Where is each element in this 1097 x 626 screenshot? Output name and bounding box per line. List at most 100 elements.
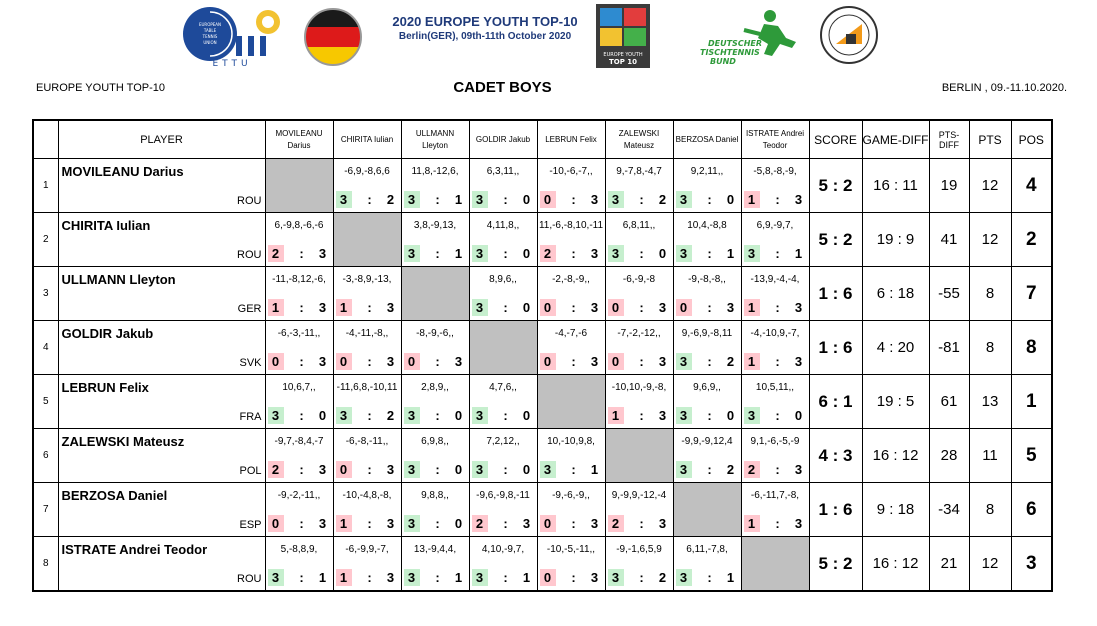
match-cell: 2,8,9,, 3 : 0 <box>400 374 470 429</box>
games-lost: 3 <box>794 300 803 315</box>
set-scores: -6,9,-8,6,6 <box>344 166 390 177</box>
games-won: 3 <box>267 569 284 586</box>
set-scores: -4,-7,-6 <box>554 328 588 339</box>
score-cell: 1 : 6 <box>808 266 863 321</box>
match-score: 3 : 0 <box>403 407 467 424</box>
match-cell: 6,11,-7,8, 3 : 1 <box>672 536 742 592</box>
pts-cell: 13 <box>968 374 1012 429</box>
match-cell: -6,-9,-8 0 : 3 <box>604 266 674 321</box>
games-lost: 3 <box>794 516 803 531</box>
score-separator: : <box>707 354 712 369</box>
score-separator: : <box>639 570 644 585</box>
games-lost: 0 <box>522 192 531 207</box>
score-separator: : <box>775 192 780 207</box>
games-lost: 3 <box>658 516 667 531</box>
games-won: 3 <box>471 569 488 586</box>
match-score: 3 : 2 <box>675 461 739 478</box>
match-cell: 10,-10,9,8, 3 : 1 <box>536 428 606 483</box>
player-cell: ZALEWSKI Mateusz POL <box>57 428 266 483</box>
row-number: 1 <box>32 158 59 213</box>
match-score: 0 : 3 <box>539 569 603 586</box>
event-header: 2020 EUROPE YOUTH TOP-10 Berlin(GER), 09… <box>380 14 590 42</box>
set-scores: -9,-1,6,5,9 <box>616 544 662 555</box>
games-lost: 3 <box>386 354 395 369</box>
player-cell: MOVILEANU Darius ROU <box>57 158 266 213</box>
games-won: 0 <box>335 461 352 478</box>
games-lost: 3 <box>386 570 395 585</box>
set-scores: -10,-4,8,-8, <box>342 490 392 501</box>
ettu-line-2: TABLE <box>203 28 217 33</box>
match-score: 0 : 3 <box>335 353 399 370</box>
player-cell: ULLMANN Lleyton GER <box>57 266 266 321</box>
match-cell: -4,-11,-8,, 0 : 3 <box>332 320 402 375</box>
results-table: PLAYER MOVILEANU Darius CHIRITA Iulian UL… <box>32 119 1053 592</box>
games-lost: 3 <box>590 192 599 207</box>
games-won: 0 <box>539 191 556 208</box>
set-scores: -8,-9,-6,, <box>416 328 454 339</box>
games-won: 3 <box>403 407 420 424</box>
score-separator: : <box>367 570 372 585</box>
row-number: 6 <box>32 428 59 483</box>
match-score: 0 : 3 <box>403 353 467 370</box>
match-cell: 3,8,-9,13, 3 : 1 <box>400 212 470 267</box>
game-diff-cell: 19 : 5 <box>861 374 930 429</box>
match-cell: -9,9,-9,12,4 3 : 2 <box>672 428 742 483</box>
match-cell: -9,7,-8,4,-7 2 : 3 <box>264 428 334 483</box>
score-cell: 1 : 6 <box>808 320 863 375</box>
games-won: 2 <box>743 461 760 478</box>
games-lost: 3 <box>590 354 599 369</box>
set-scores: -11,-8,12,-6, <box>272 274 326 285</box>
match-cell: -10,-5,-11,, 0 : 3 <box>536 536 606 592</box>
player-name: MOVILEANU Darius <box>61 164 184 179</box>
games-won: 1 <box>607 407 624 424</box>
match-cell: -8,-9,-6,, 0 : 3 <box>400 320 470 375</box>
pos-cell: 6 <box>1010 482 1053 537</box>
match-score: 3 : 0 <box>471 191 535 208</box>
match-cell: 13,-9,4,4, 3 : 1 <box>400 536 470 592</box>
match-score: 3 : 2 <box>335 191 399 208</box>
score-separator: : <box>571 300 576 315</box>
games-won: 3 <box>675 245 692 262</box>
set-scores: 10,6,7,, <box>282 382 316 393</box>
games-won: 0 <box>607 299 624 316</box>
game-diff-cell: 19 : 9 <box>861 212 930 267</box>
match-score: 0 : 3 <box>539 299 603 316</box>
match-score: 2 : 3 <box>743 461 807 478</box>
score-separator: : <box>367 300 372 315</box>
match-score: 1 : 3 <box>267 299 331 316</box>
header-opponent: ISTRATE Andrei Teodor <box>740 119 810 159</box>
set-scores: -6,-9,-8 <box>622 274 656 285</box>
games-won: 3 <box>335 407 352 424</box>
games-won: 3 <box>675 569 692 586</box>
match-score: 3 : 1 <box>267 569 331 586</box>
score-separator: : <box>435 462 440 477</box>
table-row: 6 ZALEWSKI Mateusz POL -9,7,-8,4,-7 2 : … <box>32 428 1053 483</box>
score-separator: : <box>775 516 780 531</box>
set-scores: 9,1,-6,-5,-9 <box>750 436 800 447</box>
games-lost: 2 <box>386 408 395 423</box>
set-scores: 4,7,6,, <box>489 382 517 393</box>
set-scores: 9,-9,9,-12,-4 <box>611 490 667 501</box>
self-match-cell <box>264 158 334 213</box>
set-scores: 8,9,6,, <box>489 274 517 285</box>
games-lost: 0 <box>726 192 735 207</box>
games-won: 3 <box>743 245 760 262</box>
match-score: 1 : 3 <box>335 569 399 586</box>
match-score: 3 : 2 <box>675 353 739 370</box>
match-cell: 7,2,12,, 3 : 0 <box>468 428 538 483</box>
games-lost: 3 <box>794 462 803 477</box>
games-lost: 1 <box>318 570 327 585</box>
self-match-cell <box>604 428 674 483</box>
pos-cell: 5 <box>1010 428 1053 483</box>
games-lost: 0 <box>726 408 735 423</box>
games-won: 0 <box>539 299 556 316</box>
set-scores: -10,-5,-11,, <box>546 544 596 555</box>
score-separator: : <box>707 246 712 261</box>
games-lost: 1 <box>454 246 463 261</box>
games-won: 3 <box>267 407 284 424</box>
match-score: 2 : 3 <box>267 245 331 262</box>
game-diff-cell: 6 : 18 <box>861 266 930 321</box>
games-won: 3 <box>743 407 760 424</box>
score-separator: : <box>367 516 372 531</box>
score-separator: : <box>707 462 712 477</box>
